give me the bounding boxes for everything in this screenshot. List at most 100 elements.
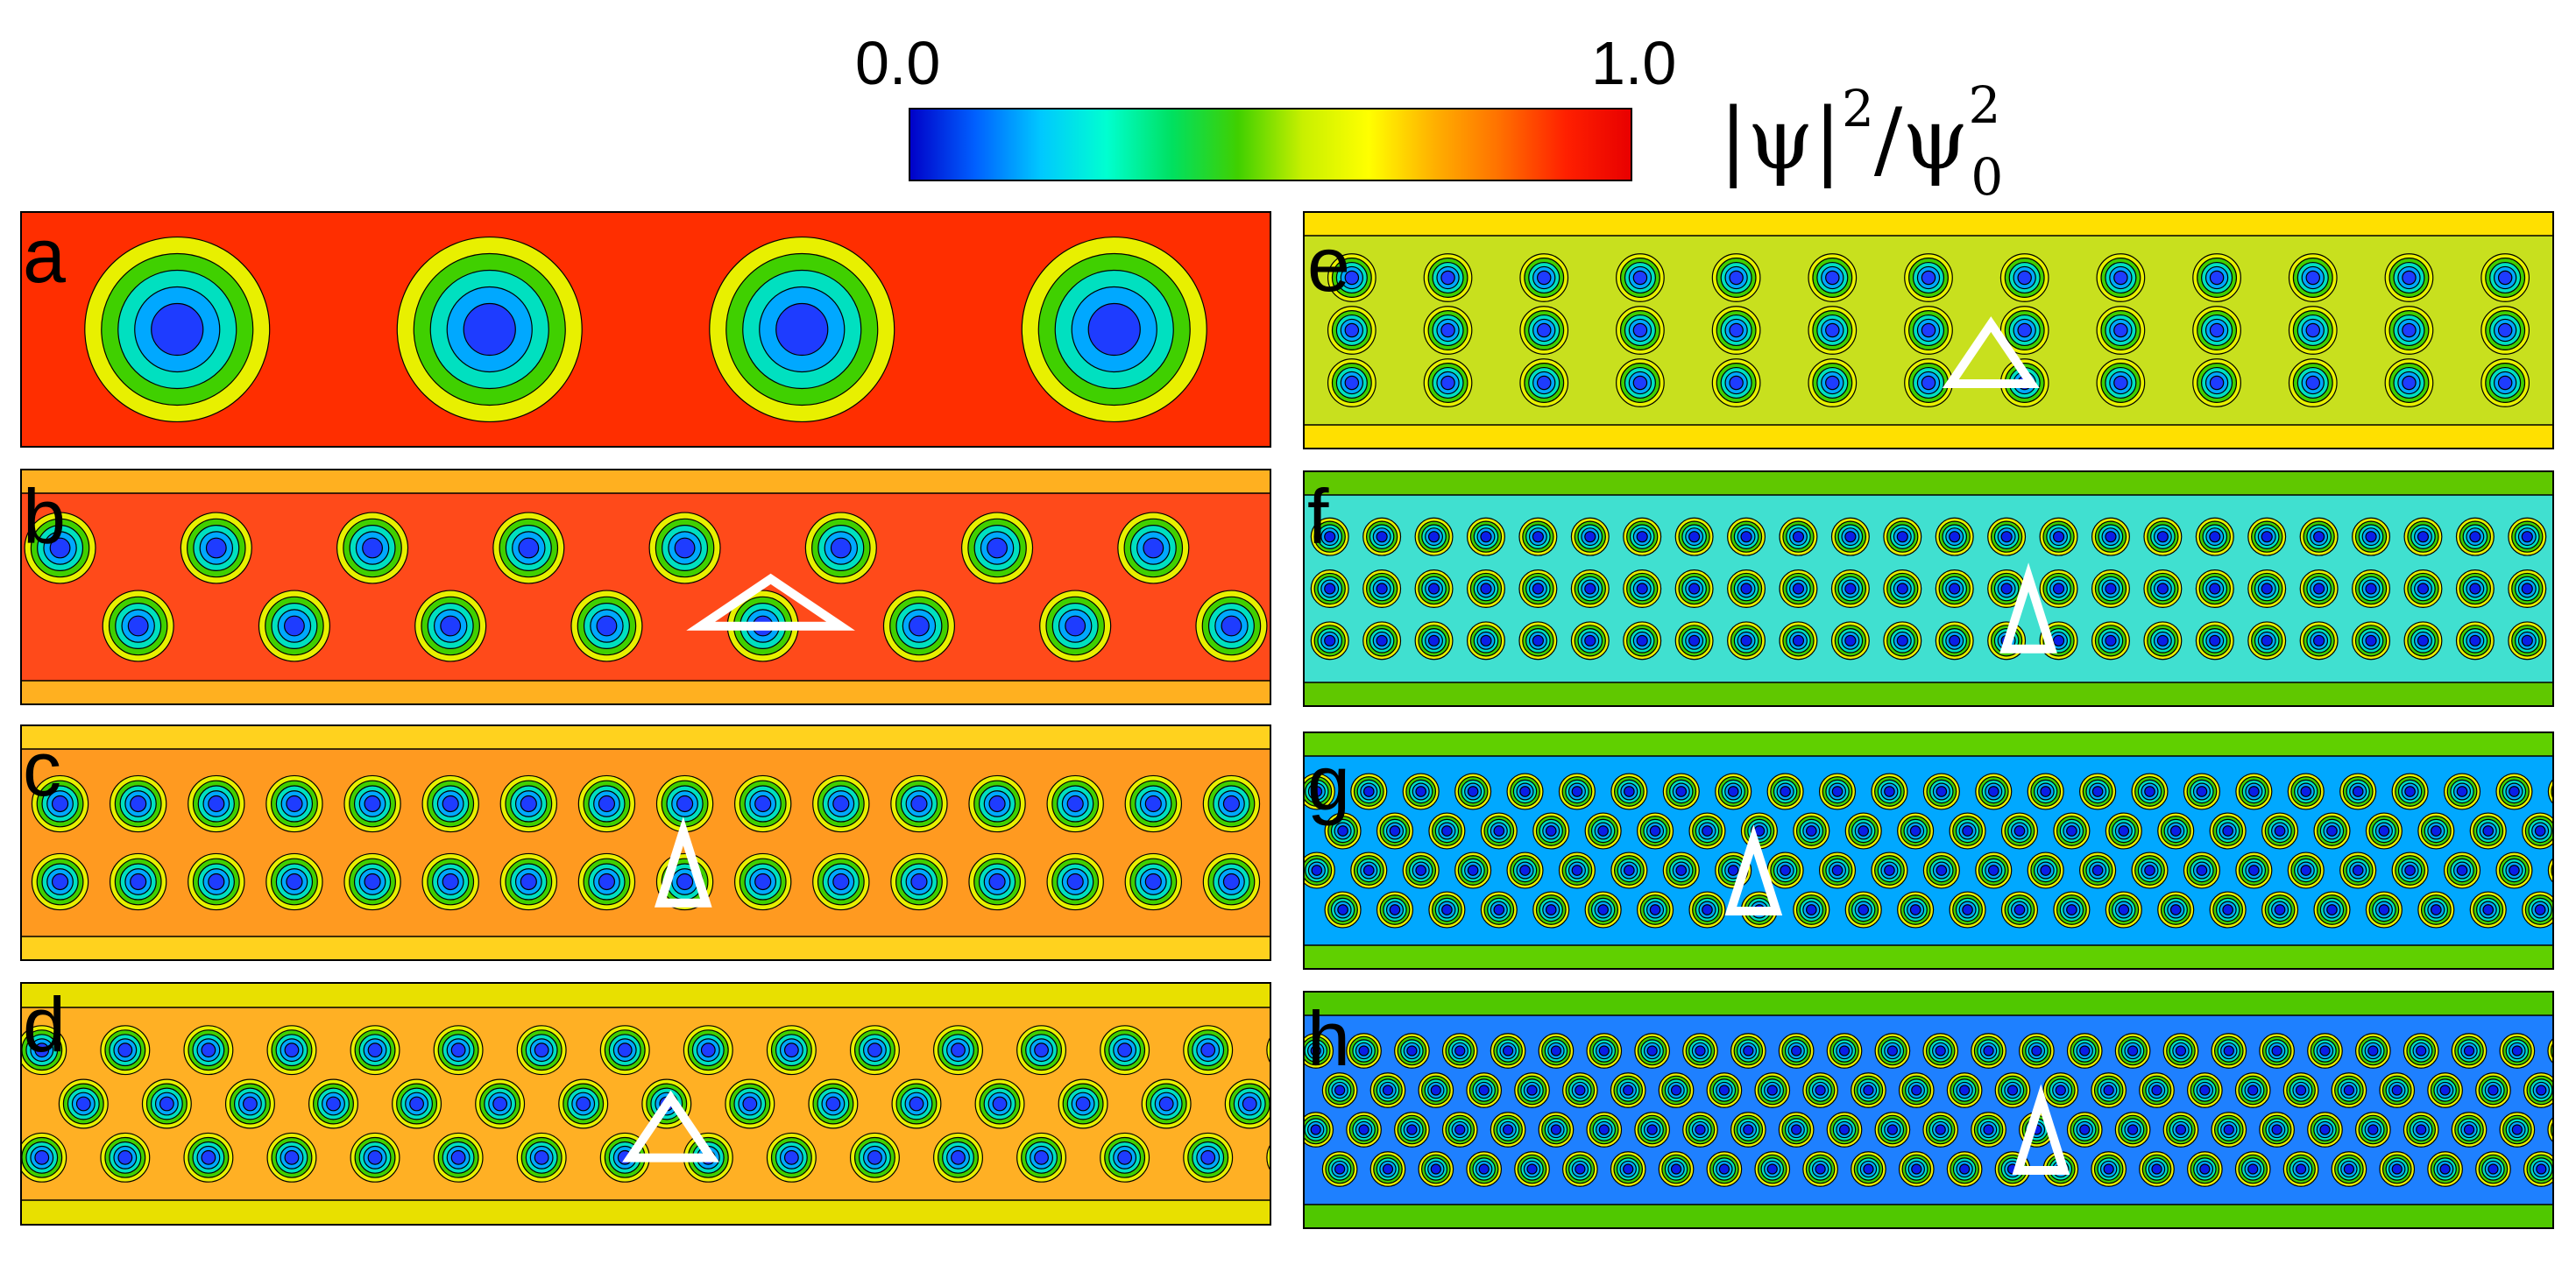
vortex (812, 852, 870, 911)
panel-letter-f: f (1307, 473, 1329, 560)
vortex-contour (1743, 1124, 1754, 1135)
vortex (1898, 1151, 1935, 1187)
vortex (2299, 569, 2339, 608)
vortex-contour (1935, 1124, 1946, 1135)
vortex (2235, 773, 2273, 810)
vortex (577, 852, 636, 911)
vortex-contour (1117, 1042, 1133, 1058)
vortex (1682, 1033, 1718, 1069)
vortex-contour (1987, 865, 1999, 876)
vortex (1570, 569, 1610, 608)
vortex (1266, 1035, 1270, 1064)
vortex (266, 1025, 317, 1076)
vortex-contour (2558, 1042, 2573, 1058)
vortex-contour (362, 537, 383, 559)
vortex (1519, 358, 1569, 407)
vortex (1610, 773, 1648, 810)
vortex-contour (2469, 531, 2481, 543)
vortex (2451, 1112, 2488, 1148)
vortex-contour (2052, 634, 2065, 647)
vortex (1538, 1112, 1575, 1148)
vortex (1897, 812, 1935, 850)
vortex-contour (2488, 1085, 2499, 1096)
vortex (516, 1025, 567, 1076)
vortex (933, 1132, 983, 1183)
vortex-contour (51, 873, 69, 891)
vortex (1046, 774, 1104, 833)
vortex-contour (2209, 375, 2225, 391)
vortex (2523, 1151, 2553, 1187)
vortex-contour (1959, 1163, 1971, 1175)
vortex (2157, 812, 2195, 850)
vortex (2162, 1033, 2199, 1069)
vortex (2096, 358, 2146, 407)
vortex (808, 1078, 859, 1129)
vortex-contour (151, 302, 204, 357)
vortex (1558, 773, 1596, 810)
vortex (812, 774, 870, 833)
vortex (2162, 1112, 2199, 1148)
vortex-contour (1376, 634, 1388, 647)
vortex (2480, 306, 2530, 355)
vortex (516, 1132, 567, 1183)
vortex (1039, 590, 1112, 662)
panel-border (1303, 731, 2554, 970)
vortex (1971, 1112, 2006, 1148)
vortex (1100, 1025, 1150, 1076)
vortex (2039, 517, 2078, 556)
vortex (849, 1132, 900, 1183)
panel-border (20, 724, 1271, 961)
vortex (1506, 852, 1544, 889)
vortex (433, 1025, 484, 1076)
vortex-contour (2199, 1163, 2211, 1175)
vortex (2307, 1033, 2343, 1069)
vortex (336, 512, 409, 584)
vortex-contour (1646, 1045, 1658, 1057)
vortex (1808, 358, 1858, 407)
vortex-contour (1344, 322, 1360, 338)
vortex-contour (2209, 322, 2225, 338)
vortex (2143, 621, 2183, 661)
vortex (2209, 891, 2247, 929)
vortex-contour (2365, 634, 2377, 647)
vortex-contour (492, 1096, 508, 1112)
vortex-contour (1310, 1124, 1321, 1135)
vortex-contour (2497, 270, 2513, 286)
vortex (188, 852, 245, 911)
vortex-contour (1502, 1045, 1514, 1057)
vortex-contour (1911, 1163, 1922, 1175)
vortex-contour (2127, 1045, 2139, 1057)
vortex (2143, 569, 2183, 608)
vortex (2427, 1072, 2463, 1108)
vortex-contour (1688, 583, 1701, 595)
vortex (1350, 852, 1388, 889)
vortex-contour (450, 1149, 466, 1165)
vortex-contour (1575, 1163, 1586, 1175)
vortex-contour (2365, 583, 2377, 595)
vortex (1224, 1078, 1270, 1129)
vortex (1402, 852, 1440, 889)
vortex-contour (2040, 865, 2052, 876)
vortex (1897, 891, 1935, 929)
panel-field (1304, 212, 2553, 449)
vortex-contour (910, 795, 928, 813)
vortex-contour (1532, 583, 1544, 595)
vortex (1766, 852, 1804, 889)
vortex-contour (1597, 904, 1609, 915)
vortex (265, 852, 323, 911)
vortex (224, 1078, 275, 1129)
vortex-contour (1454, 1124, 1466, 1135)
vortex (1871, 773, 1908, 810)
vortex-contour (1792, 634, 1805, 647)
vortex-contour (2295, 1163, 2307, 1175)
vortex (1414, 569, 1454, 608)
vortex (1808, 306, 1858, 355)
vortex (1674, 569, 1714, 608)
vortex-contour (1884, 865, 1895, 876)
vortex (1362, 569, 1402, 608)
vortex (1514, 1072, 1550, 1108)
vortex-contour (2175, 1124, 2187, 1135)
vortex-contour (2031, 1045, 2042, 1057)
vortex-contour (2391, 1163, 2403, 1175)
vortex (1826, 1112, 1863, 1148)
